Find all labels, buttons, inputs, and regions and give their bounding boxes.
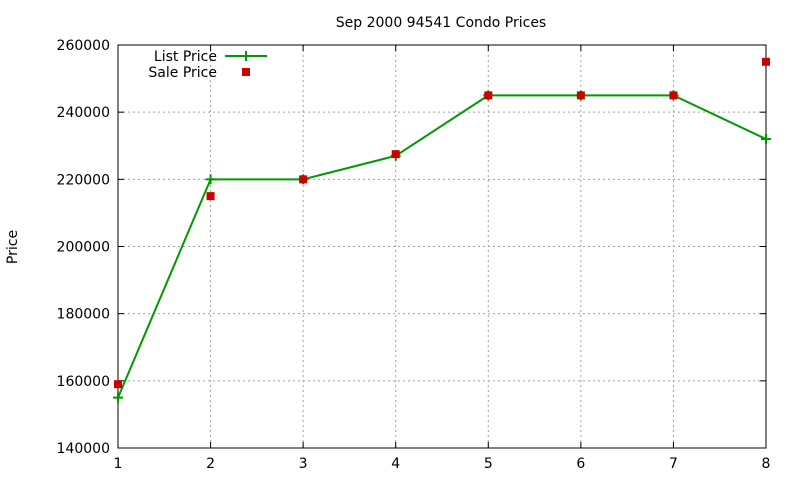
y-tick-label: 180000: [57, 307, 110, 323]
y-axis-label: Price: [5, 230, 21, 264]
x-tick-label: 8: [762, 456, 771, 472]
x-tick-label: 6: [576, 456, 585, 472]
grid-lines: [118, 45, 766, 448]
x-tick-label: 7: [669, 456, 678, 472]
legend-square-swatch: [242, 68, 250, 76]
x-tick-label: 3: [299, 456, 308, 472]
y-tick-label: 220000: [57, 172, 110, 188]
data-point-square: [299, 175, 308, 184]
chart-title: Sep 2000 94541 Condo Prices: [336, 15, 546, 31]
data-point-square: [484, 91, 493, 100]
series-0: [113, 90, 771, 403]
legend-item-0: List Price: [154, 49, 267, 65]
series-layer: [113, 57, 771, 403]
data-point-cross: [113, 392, 123, 403]
data-point-square: [206, 192, 215, 201]
data-point-cross: [205, 174, 216, 185]
legend-label: List Price: [154, 49, 217, 65]
y-tick-label: 260000: [57, 38, 110, 54]
y-tick-label: 160000: [57, 374, 110, 390]
legend-label: Sale Price: [148, 65, 217, 81]
data-point-square: [669, 91, 678, 100]
data-point-square: [391, 150, 400, 159]
y-tick-label: 140000: [57, 441, 110, 457]
x-tick-label: 5: [484, 456, 493, 472]
y-tick-label: 240000: [57, 105, 110, 121]
series-1: [114, 57, 770, 389]
y-tick-label: 200000: [57, 240, 110, 256]
data-point-square: [114, 380, 122, 389]
series-line: [117, 94, 767, 399]
legend-item-1: Sale Price: [148, 65, 250, 81]
data-point-square: [576, 91, 585, 100]
data-point-cross: [761, 134, 771, 145]
data-point-square: [762, 57, 770, 66]
x-tick-label: 1: [114, 456, 123, 472]
x-tick-label: 4: [391, 456, 400, 472]
legend-cross-swatch: [241, 51, 251, 61]
axis-ticks: 140000 160000 180000 200000 220000 240000 2600…: [57, 38, 771, 472]
x-tick-label: 2: [206, 456, 215, 472]
